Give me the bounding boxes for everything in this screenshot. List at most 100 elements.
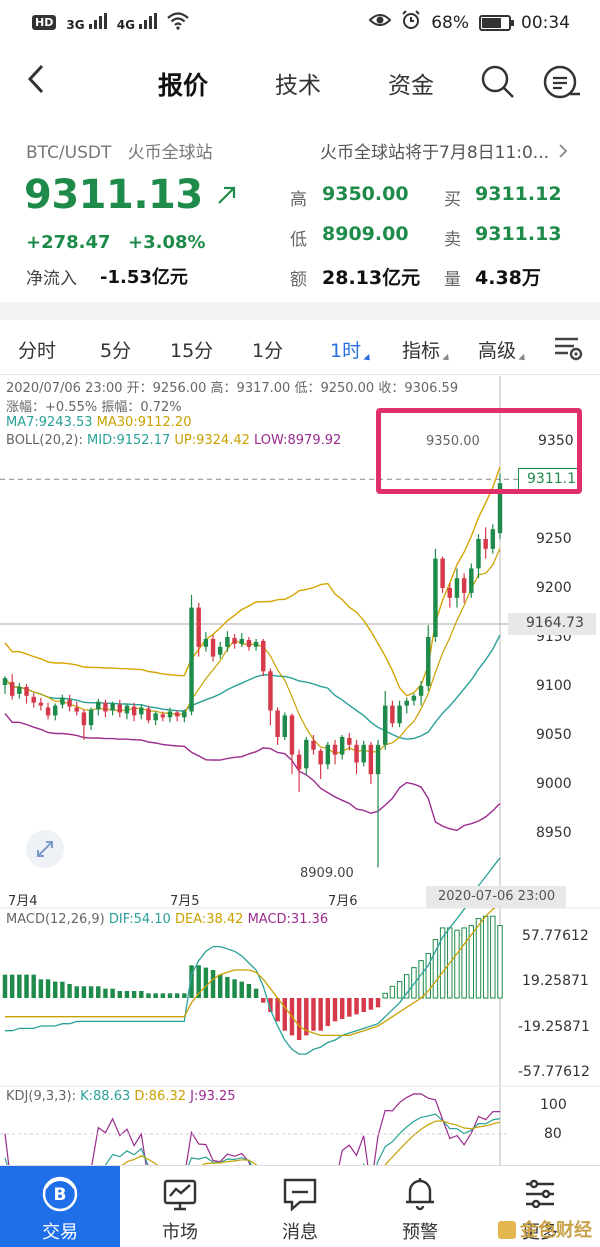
macd-bar	[304, 998, 309, 1036]
macd-bar	[497, 925, 503, 999]
candle	[368, 741, 374, 784]
macd-bar	[282, 998, 288, 1031]
net-inflow-label: 净流入	[26, 269, 77, 289]
candle	[275, 707, 280, 745]
candle	[146, 705, 151, 724]
candle	[174, 710, 180, 722]
boll-upper-line	[4, 466, 501, 697]
divider	[0, 302, 600, 320]
ma7-value: MA7:9243.53	[6, 415, 93, 430]
candle	[296, 749, 302, 792]
kdj-d-line	[121, 1120, 501, 1165]
bottom-tab-market[interactable]: 市场	[120, 1166, 240, 1247]
kdj-axis-label: 80	[544, 1126, 562, 1142]
candle-body	[31, 696, 36, 703]
macd-bar	[296, 998, 302, 1041]
ma7-line	[4, 548, 501, 755]
macd-bar	[361, 998, 366, 1013]
kline-chart[interactable]	[0, 375, 600, 1165]
chart-settings-icon[interactable]	[554, 336, 584, 366]
stat-ask-label: 卖	[444, 230, 461, 250]
candle	[189, 594, 194, 716]
candle	[124, 703, 130, 720]
candle-info: 2020/07/06 23:00 开：9256.00 高：9317.00 低：9…	[6, 381, 459, 396]
kdj-label: KDJ(9,3,3):	[6, 1089, 76, 1104]
macd-bar	[203, 967, 209, 998]
candle-body	[311, 740, 316, 750]
candle	[311, 735, 316, 755]
stat-high-label: 高	[290, 190, 307, 210]
bottom-tab-trade[interactable]: B 交易	[0, 1166, 120, 1247]
candle-body	[124, 705, 130, 714]
candle	[325, 741, 331, 770]
macd-bar	[382, 992, 388, 999]
macd-bar	[253, 988, 259, 998]
boll-legend: BOLL(20,2): MID:9152.17 UP:9324.42 LOW:8…	[6, 433, 341, 448]
clock: 00:34	[521, 12, 570, 33]
kdj-d: D:86.32	[134, 1089, 186, 1104]
candle-body	[332, 744, 338, 755]
message-icon[interactable]	[542, 64, 582, 106]
stat-bid-label: 买	[444, 190, 461, 210]
macd-bar	[261, 998, 266, 1003]
candle	[469, 563, 474, 598]
macd-bar	[131, 990, 137, 998]
stat-bid-value: 9311.12	[475, 183, 562, 205]
highlight-box	[376, 408, 582, 494]
candle	[52, 703, 58, 721]
search-icon[interactable]	[480, 64, 516, 104]
period-1m[interactable]: 1分	[252, 340, 284, 362]
candle-body	[239, 638, 244, 644]
period-1h[interactable]: 1时	[330, 336, 373, 364]
tab-funds[interactable]: 资金	[388, 73, 434, 99]
indicator-menu[interactable]: 指标	[402, 336, 452, 364]
candle	[426, 625, 431, 691]
candle-body	[447, 588, 453, 598]
bottom-tab-label: 更多	[522, 1222, 558, 1243]
price-axis-label: 9250	[536, 531, 572, 547]
bottom-tab-news[interactable]: 消息	[240, 1166, 360, 1247]
candle	[182, 709, 187, 723]
candle-body	[476, 539, 481, 569]
back-button[interactable]	[24, 62, 54, 102]
candle-body	[304, 739, 309, 769]
macd-bar	[196, 965, 201, 998]
tab-quote[interactable]: 报价	[158, 71, 209, 100]
candle-body	[490, 529, 496, 549]
candle	[318, 748, 323, 780]
macd-bar	[146, 993, 151, 998]
kdj-k: K:88.63	[80, 1089, 131, 1104]
exchange-name: 火币全球站	[127, 143, 213, 163]
period-5m[interactable]: 5分	[100, 340, 132, 362]
dropdown-icon	[518, 353, 528, 364]
candle	[110, 701, 115, 716]
announcement-link[interactable]: 火币全球站将于7月8日11:0...	[320, 138, 568, 163]
period-timeshare[interactable]: 分时	[18, 340, 57, 362]
macd-bar	[368, 998, 374, 1010]
candle-body	[153, 713, 158, 721]
macd-bar	[239, 981, 244, 998]
macd-bar	[217, 974, 223, 998]
fullscreen-icon[interactable]	[26, 830, 64, 868]
candle	[354, 739, 359, 775]
bottom-tab-alert[interactable]: 预警	[360, 1166, 480, 1247]
candle	[282, 712, 288, 740]
macd-legend: MACD(12,26,9) DIF:54.10 DEA:38.42 MACD:3…	[6, 912, 328, 927]
candle	[304, 736, 309, 775]
macd-bar	[354, 998, 359, 1015]
tab-technical[interactable]: 技术	[275, 73, 321, 99]
bottom-tab-more[interactable]: 更多	[480, 1166, 600, 1247]
candle-body	[469, 568, 474, 593]
period-15m[interactable]: 15分	[170, 340, 214, 362]
price-change-pct: +3.08%	[128, 232, 206, 253]
macd-bar	[318, 998, 323, 1031]
candle-body	[74, 707, 79, 712]
candle	[9, 674, 15, 700]
candle-body	[426, 637, 431, 686]
candle-body	[17, 686, 22, 694]
advanced-menu[interactable]: 高级	[478, 336, 528, 364]
macd-bar	[110, 988, 115, 998]
candle	[268, 668, 273, 726]
trade-icon: B	[40, 1174, 80, 1214]
kdj-lines	[4, 1093, 501, 1165]
